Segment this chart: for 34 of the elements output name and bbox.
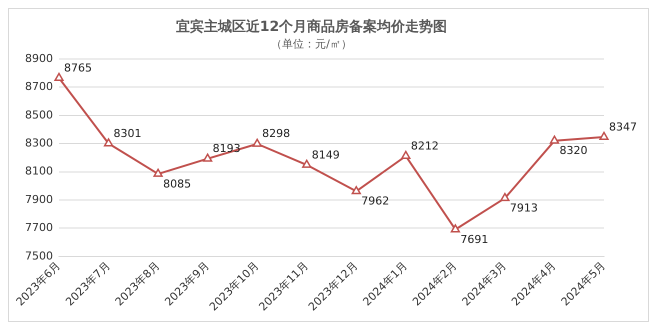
point: [352, 186, 361, 194]
point: [252, 138, 262, 147]
data-label: 8347: [609, 120, 637, 134]
point: [202, 153, 212, 162]
data-label: 8298: [262, 127, 290, 140]
point: [599, 132, 609, 140]
data-label: 8320: [559, 144, 588, 158]
data-label: 7691: [460, 232, 488, 246]
y-tick-label: 8700: [24, 80, 53, 94]
y-tick-label: 8500: [24, 108, 53, 122]
data-label: 8149: [312, 148, 340, 162]
data-label: 8212: [410, 139, 439, 152]
chart-subtitle: （单位：元/㎡）: [271, 37, 352, 50]
point: [450, 224, 460, 232]
data-label: 8085: [163, 177, 192, 190]
point: [401, 150, 410, 160]
y-tick-label: 8100: [24, 164, 53, 178]
point: [302, 160, 312, 168]
point: [550, 136, 560, 144]
data-label: 7962: [361, 194, 390, 208]
data-label: 8193: [212, 142, 241, 156]
data-label: 8301: [114, 126, 142, 140]
y-tick-label: 7700: [24, 221, 53, 234]
y-tick-label: 7900: [24, 192, 53, 206]
point: [500, 192, 510, 202]
y-tick-label: 8300: [24, 136, 53, 150]
y-tick-label: 8900: [24, 52, 53, 65]
data-label: 7913: [510, 202, 538, 215]
data-label: 8765: [64, 61, 92, 74]
point: [54, 72, 64, 82]
y-tick-label: 7500: [24, 249, 53, 262]
chart-title: 宜宾主城区近12个月商品房备案均价走势图: [176, 18, 448, 36]
point: [153, 168, 163, 177]
point: [104, 138, 114, 146]
